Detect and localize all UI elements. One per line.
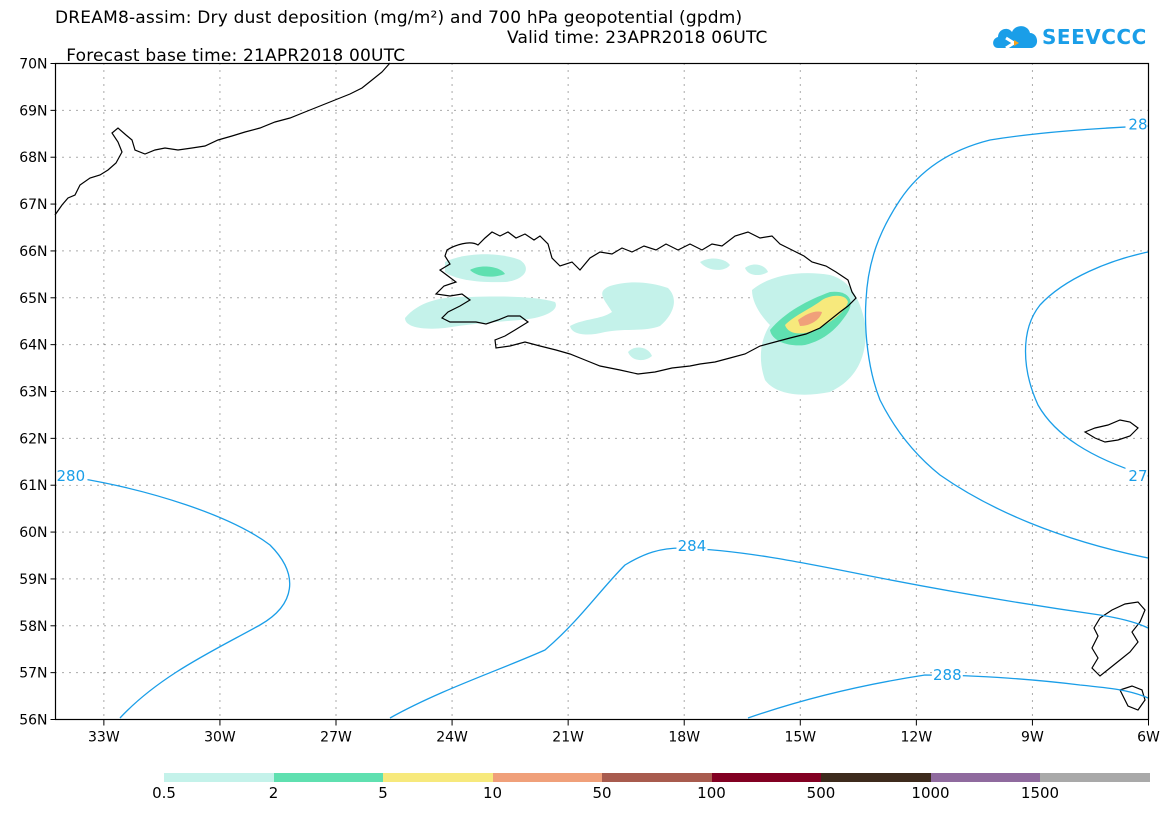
dust-shade-south-spot [628,347,652,361]
lat-label: 62N [19,431,47,447]
legend-label: 5 [378,784,388,802]
dust-shade-west-iceland [405,296,556,329]
contour-label: 280 [57,467,86,485]
seevccc-logo: SEEVCCC [990,18,1146,56]
lat-label: 56N [19,713,47,729]
legend-label: 500 [806,784,836,802]
lon-label: 33W [88,730,120,746]
lat-label: 67N [19,197,47,213]
valid-time: Valid time: 23APR2018 06UTC [507,28,768,48]
contour-284 [389,547,1149,719]
contour-label: 284 [678,537,707,555]
lon-label: 27W [320,730,352,746]
dust-shade-north-spot [700,258,730,270]
lon-label: 6W [1137,730,1160,746]
contour-label-bg [1125,115,1148,134]
lat-label: 57N [19,666,47,682]
contour-label-bg [1125,466,1148,485]
contour-labels: 280 284 288 28 27 [56,115,1148,684]
legend-swatch [821,773,931,782]
lon-label: 18W [668,730,700,746]
lat-label: 60N [19,525,47,541]
legend-swatch [383,773,493,782]
lon-label: 12W [901,730,933,746]
lat-label: 58N [19,619,47,635]
legend-swatch [711,773,821,782]
legend-label: 1000 [911,784,950,802]
map-title: DREAM8-assim: Dry dust deposition (mg/m²… [55,8,743,28]
lon-label: 24W [436,730,468,746]
logo-text: SEEVCCC [1042,25,1147,49]
legend-swatch [1040,773,1150,782]
lat-label: 63N [19,385,47,401]
color-legend [164,773,1150,782]
contour-288 [747,674,1149,719]
contour-label-bg [676,537,708,556]
dust-deposition-field [405,254,866,395]
legend-swatch [492,773,602,782]
axis-ticks: 33W 30W 27W 24W 21W 18W 15W 12W 9W 6W 70N 69N 68N 67N… [19,57,1160,746]
contour-east-276 [1024,251,1149,477]
contour-label: 288 [933,666,962,684]
time-info: Forecast base time: 21APR2018 00UTC Vali… [55,29,767,83]
legend-label: 100 [697,784,726,802]
contour-label: 27 [1128,467,1147,485]
legend-swatch [273,773,383,782]
legend-labels: 0.5 2 5 10 50 100 500 1000 1500 [0,784,1175,804]
legend-label: 2 [268,784,279,802]
lat-label: 61N [19,478,47,494]
contour-280 [77,477,291,719]
coastline-iceland [434,231,857,375]
contour-label: 28 [1128,115,1147,133]
lon-label: 9W [1021,730,1044,746]
lat-label: 66N [19,244,47,260]
legend-label: 0.5 [152,784,176,802]
dust-shade-central-iceland [570,282,674,335]
lon-label: 15W [784,730,816,746]
lon-label: 21W [552,730,584,746]
lat-label: 68N [19,150,47,166]
dust-shade-medium-nw [470,266,505,277]
contour-label-bg [56,466,88,485]
dust-shade-peak [798,311,822,326]
geopotential-contours [77,125,1149,719]
contour-label-bg [931,665,963,684]
contour-north-east [864,125,1149,559]
forecast-base-time: Forecast base time: 21APR2018 00UTC [66,46,406,66]
coastline-greenland [54,62,391,216]
legend-swatch [930,773,1040,782]
lat-label: 70N [19,57,47,73]
map-grid [55,63,1149,720]
lat-label: 69N [19,103,47,119]
lon-label: 30W [204,730,236,746]
legend-label: 10 [482,784,503,802]
legend-label: 50 [592,784,612,802]
coastline-scotland-islands [1083,419,1146,711]
lat-label: 59N [19,572,47,588]
legend-swatch [164,773,274,782]
cloud-logo-icon [993,26,1038,50]
lat-label: 65N [19,291,47,307]
legend-label: 1500 [1020,784,1060,802]
legend-swatch [602,773,712,782]
coastline [54,62,1146,711]
lat-label: 64N [19,338,47,354]
dust-shade-northeast-spot [745,264,768,276]
